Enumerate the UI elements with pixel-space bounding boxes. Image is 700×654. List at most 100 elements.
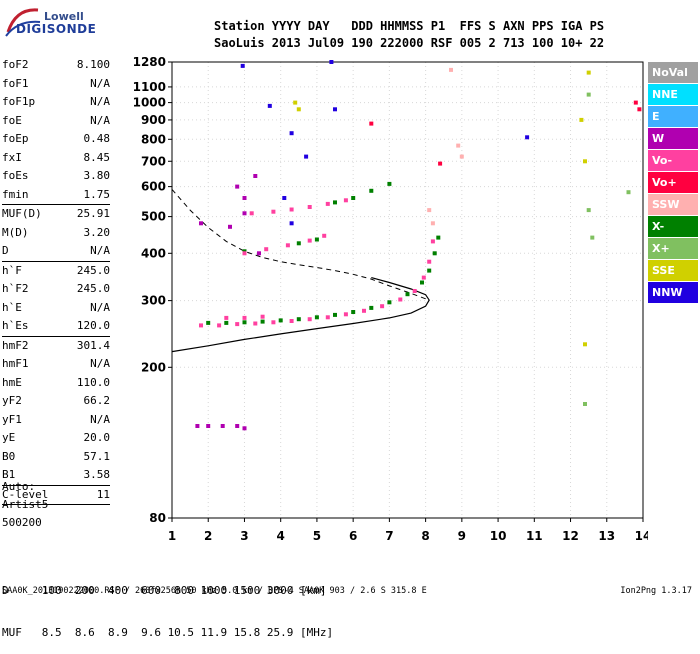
echo-point bbox=[583, 342, 587, 347]
lowell-digisonde-logo: Lowell DIGISONDE bbox=[4, 2, 164, 40]
y-tick-label: 700 bbox=[141, 154, 166, 168]
echo-point bbox=[267, 103, 272, 108]
param-separator bbox=[2, 335, 110, 337]
echo-point bbox=[586, 208, 591, 213]
param-row: foF1 N/A bbox=[2, 75, 110, 94]
legend-item: X+ bbox=[648, 238, 698, 259]
polarization-legend: NoVal NNE E W Vo- Vo+ SSW X- X+ SSE NNW bbox=[648, 62, 698, 304]
y-tick-label: 1100 bbox=[133, 80, 166, 94]
x-tick-label: 13 bbox=[598, 529, 615, 543]
param-row: fxI 8.45 bbox=[2, 149, 110, 168]
x-tick-label: 8 bbox=[421, 529, 429, 543]
autoscaling-artist: Artist5 bbox=[2, 498, 49, 511]
param-row: h`F 245.0 bbox=[2, 262, 110, 281]
legend-item: X- bbox=[648, 216, 698, 237]
param-name: foEs bbox=[2, 169, 29, 182]
echo-point bbox=[206, 424, 211, 428]
param-name: fmin bbox=[2, 187, 29, 201]
software-version: Ion2Png 1.3.17 bbox=[620, 586, 692, 596]
param-name: h`Es bbox=[2, 319, 29, 332]
echo-point bbox=[242, 211, 247, 216]
param-name: MUF(D) bbox=[2, 207, 42, 220]
logo-text-lowell: Lowell bbox=[44, 10, 84, 23]
param-value: 120.0 bbox=[76, 319, 110, 332]
echo-point bbox=[583, 402, 587, 406]
x-tick-label: 12 bbox=[562, 529, 579, 543]
echo-point bbox=[420, 280, 424, 285]
param-name: foF1 bbox=[2, 76, 29, 90]
param-separator bbox=[2, 504, 110, 505]
scaled-parameters-panel: foF2 8.100 foF1 N/A foF1p N/A foE N/A foEp 0.48 fx… bbox=[2, 56, 110, 505]
echo-point bbox=[293, 100, 298, 105]
param-name: M(D) bbox=[2, 225, 29, 239]
echo-point bbox=[586, 70, 591, 75]
autoscaling-label: Auto: bbox=[2, 480, 36, 493]
echo-point bbox=[329, 60, 334, 64]
param-row: foE N/A bbox=[2, 112, 110, 131]
echo-point bbox=[590, 235, 595, 240]
legend-item: NoVal bbox=[648, 62, 698, 83]
param-name: C-level bbox=[2, 487, 49, 501]
echo-point bbox=[430, 221, 435, 226]
param-value: 57.1 bbox=[83, 449, 111, 463]
echo-point bbox=[333, 200, 337, 205]
legend-item: Vo- bbox=[648, 150, 698, 171]
echo-point bbox=[289, 131, 294, 136]
param-value: 8.45 bbox=[83, 150, 111, 164]
echo-point bbox=[325, 201, 330, 206]
param-row: B1 3.58 bbox=[2, 466, 110, 485]
param-name: foEp bbox=[2, 132, 29, 145]
echo-point bbox=[637, 107, 642, 112]
echo-point bbox=[430, 239, 435, 244]
param-name: yF2 bbox=[2, 394, 22, 407]
echo-point bbox=[253, 321, 258, 326]
echo-point bbox=[387, 300, 392, 305]
plot-frame bbox=[171, 61, 644, 519]
echo-point bbox=[242, 196, 247, 200]
x-tick-label: 9 bbox=[458, 529, 466, 543]
param-separator bbox=[2, 260, 110, 262]
x-tick-label: 1 bbox=[168, 529, 176, 543]
echo-point bbox=[296, 241, 301, 246]
param-row: D N/A bbox=[2, 242, 110, 261]
echo-point bbox=[432, 251, 437, 256]
x-tick-label: 14 bbox=[635, 529, 648, 543]
param-name: foF1p bbox=[2, 95, 36, 108]
legend-item: E bbox=[648, 106, 698, 127]
param-row: C-level 11 bbox=[2, 486, 110, 505]
param-row: foEs 3.80 bbox=[2, 167, 110, 186]
param-name: hmF2 bbox=[2, 338, 29, 352]
x-tick-label: 4 bbox=[277, 529, 285, 543]
param-value: 66.2 bbox=[83, 394, 111, 407]
legend-item: SSE bbox=[648, 260, 698, 281]
param-name: B1 bbox=[2, 468, 16, 481]
y-tick-label: 900 bbox=[141, 113, 166, 127]
echo-point bbox=[199, 221, 203, 226]
echo-point bbox=[427, 208, 432, 213]
echo-point bbox=[307, 317, 312, 322]
echo-point bbox=[264, 247, 269, 252]
echo-point bbox=[242, 426, 247, 431]
param-row: yF2 66.2 bbox=[2, 392, 110, 411]
param-row: h`Es 120.0 bbox=[2, 317, 110, 336]
file-info-footer: SAA0K_2013190222000.RSF / 260fx256h 50 k… bbox=[2, 586, 427, 596]
x-tick-label: 10 bbox=[490, 529, 507, 543]
param-value: N/A bbox=[90, 300, 110, 314]
echo-point bbox=[260, 319, 265, 324]
param-name: h`F bbox=[2, 263, 22, 277]
echo-point bbox=[333, 107, 337, 112]
legend-item: Vo+ bbox=[648, 172, 698, 193]
param-row: foF2 8.100 bbox=[2, 56, 110, 75]
echo-point bbox=[289, 221, 294, 226]
echo-point bbox=[257, 251, 261, 256]
param-row: h`E N/A bbox=[2, 299, 110, 318]
echo-point bbox=[235, 184, 240, 189]
param-value: 1.75 bbox=[83, 187, 111, 201]
echo-point bbox=[369, 305, 374, 310]
x-tick-label: 7 bbox=[385, 529, 393, 543]
echo-point bbox=[242, 320, 247, 325]
param-name: foF2 bbox=[2, 58, 29, 71]
param-value: 25.91 bbox=[76, 207, 110, 220]
param-row: B0 57.1 bbox=[2, 448, 110, 467]
legend-item: NNE bbox=[648, 84, 698, 105]
